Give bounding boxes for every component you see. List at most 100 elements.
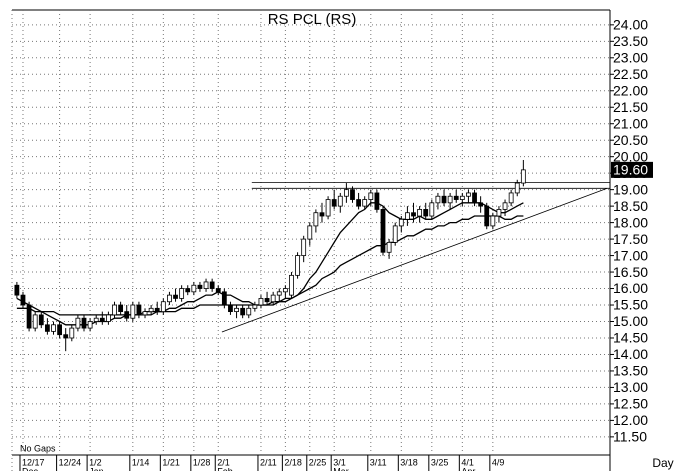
candle-body — [319, 212, 325, 217]
candle-body — [87, 321, 93, 329]
y-tick-label: 15.00 — [613, 313, 648, 329]
y-tick-label: 13.50 — [613, 363, 648, 379]
candle-body — [301, 238, 307, 256]
candle-body — [63, 334, 69, 339]
x-tick-label: 2/11 — [260, 457, 277, 467]
candle-body — [453, 195, 459, 200]
candle-body — [118, 304, 124, 313]
candle-body — [514, 182, 520, 194]
candle-body — [331, 199, 337, 207]
candle-body — [112, 304, 117, 316]
candle-body — [197, 284, 203, 289]
y-tick-label: 13.00 — [613, 379, 648, 395]
candle-body — [221, 291, 227, 306]
y-tick-label: 16.00 — [613, 280, 648, 296]
y-tick-label: 14.50 — [613, 330, 648, 346]
candle-body — [173, 294, 178, 299]
candle-body — [142, 311, 148, 316]
candle-body — [270, 294, 276, 303]
candle-body — [228, 304, 233, 313]
candle-body — [496, 209, 502, 217]
candle-body — [136, 304, 142, 316]
x-tick-label: 2/18 — [284, 457, 302, 467]
y-tick-label: 20.00 — [613, 148, 648, 164]
candle-body — [429, 202, 435, 217]
moving-average — [16, 215, 524, 316]
candle-body — [490, 215, 496, 227]
y-tick-label: 22.50 — [613, 66, 648, 82]
month-label: Dec — [22, 466, 39, 471]
candle-body — [240, 307, 246, 316]
candle-body — [148, 307, 154, 313]
candle-body — [179, 288, 185, 299]
y-tick-label: 12.00 — [613, 412, 648, 428]
x-tick-label: 1/2 — [89, 457, 102, 467]
candle-body — [289, 274, 294, 296]
candle-body — [343, 189, 349, 197]
x-tick-label: 3/1 — [333, 457, 346, 467]
candle-body — [417, 209, 423, 217]
candle-body — [374, 192, 380, 210]
candle-body — [350, 189, 355, 200]
y-tick-label: 17.50 — [613, 231, 648, 247]
y-tick-label: 19.00 — [613, 181, 648, 197]
candle-body — [160, 301, 166, 313]
x-tick-label: 1/14 — [132, 457, 150, 467]
candle-body — [130, 304, 136, 319]
candle-body — [20, 294, 26, 306]
y-tick-label: 20.50 — [613, 132, 648, 148]
candle-body — [362, 199, 368, 207]
x-tick-label: 12/24 — [59, 457, 82, 467]
x-tick-label: 4/9 — [492, 457, 505, 467]
candle-body — [478, 202, 484, 207]
candle-body — [44, 324, 50, 332]
x-tick-label: 2/25 — [309, 457, 327, 467]
x-unit-label: Day — [652, 456, 673, 470]
candle-body — [57, 324, 62, 336]
candle-body — [508, 192, 514, 204]
candle-body — [258, 298, 264, 306]
candle-body — [502, 202, 508, 210]
x-tick-label: 2/1 — [217, 457, 230, 467]
candle-body — [356, 199, 361, 207]
last-price-box — [611, 161, 653, 178]
y-tick-label: 22.00 — [613, 82, 648, 98]
candle-body — [441, 195, 447, 204]
candle-body — [325, 199, 331, 217]
candle-body — [99, 317, 105, 322]
candle-body — [203, 281, 209, 289]
candle-body — [484, 205, 490, 227]
candle-body — [234, 307, 239, 313]
candle-body — [14, 284, 20, 296]
y-tick-label: 15.50 — [613, 297, 648, 313]
candle-body — [313, 212, 319, 227]
candle-body — [69, 327, 75, 339]
x-tick-label: 3/18 — [400, 457, 418, 467]
candle-body — [124, 311, 130, 319]
x-tick-label: 1/28 — [193, 457, 211, 467]
candle-body — [405, 212, 410, 220]
candle-body — [295, 255, 300, 276]
candle-body — [51, 324, 56, 332]
last-price-label: 19.60 — [613, 162, 648, 178]
month-label: Feb — [217, 466, 233, 471]
x-tick-label: 3/11 — [370, 457, 387, 467]
y-tick-label: 24.00 — [613, 17, 648, 33]
candle-body — [282, 288, 288, 293]
y-tick-label: 12.50 — [613, 396, 648, 412]
x-tick-label: 1/21 — [162, 457, 180, 467]
candle-body — [106, 314, 111, 322]
candle-body — [435, 195, 441, 204]
candle-body — [32, 314, 38, 329]
candle-body — [386, 241, 392, 253]
candle-body — [191, 284, 197, 293]
month-label: Mar — [333, 466, 349, 471]
candle-body — [154, 307, 160, 313]
candle-body — [167, 294, 172, 303]
candle-body — [276, 291, 282, 296]
candle-body — [264, 298, 270, 303]
x-tick-label: 3/25 — [431, 457, 449, 467]
candle-body — [75, 317, 81, 329]
y-tick-label: 21.50 — [613, 99, 648, 115]
